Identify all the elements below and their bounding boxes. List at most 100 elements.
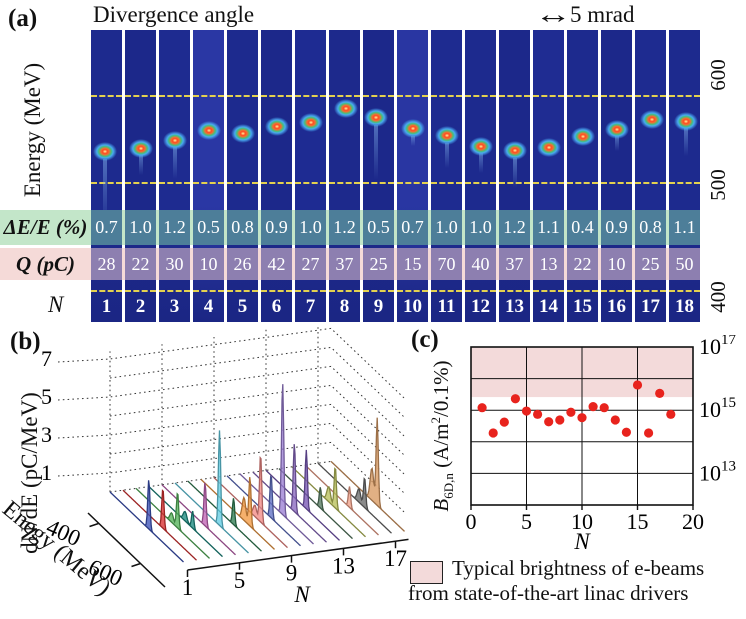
energy-dashed-line bbox=[601, 290, 632, 292]
energy-dashed-line bbox=[567, 290, 598, 292]
energy-dashed-line bbox=[601, 182, 632, 184]
energy-dashed-line bbox=[125, 182, 156, 184]
brightness-point bbox=[666, 409, 676, 419]
n-axis bbox=[187, 538, 409, 571]
energy-dashed-line bbox=[431, 290, 462, 292]
waterfall-grid-line bbox=[57, 365, 405, 437]
energy-dashed-line bbox=[363, 182, 394, 184]
charge-value: 10 bbox=[193, 248, 224, 280]
energy-dashed-line bbox=[363, 290, 394, 292]
waterfall-trace bbox=[109, 480, 184, 563]
panel-c-label: (c) bbox=[411, 326, 439, 353]
energy-spread-value: 1.1 bbox=[533, 210, 564, 245]
n-axis-title: N bbox=[293, 582, 311, 607]
charge-row: Q (pC) 28 22 30 10 26 42 27 37 25 15 70 40 37 13 22 10 2… bbox=[0, 248, 700, 280]
energy-dashed-line bbox=[465, 182, 496, 184]
brightness-point bbox=[644, 428, 654, 438]
beam-spot bbox=[92, 142, 117, 162]
energy-dashed-line bbox=[125, 95, 156, 97]
energy-tick-400: 400 bbox=[705, 281, 730, 313]
waterfall-trace bbox=[226, 475, 301, 547]
legend-text-line1: Typical brightness of e-beams bbox=[452, 556, 705, 580]
waterfall-trace bbox=[200, 477, 275, 550]
brightness-point bbox=[632, 380, 643, 390]
brightness-point bbox=[499, 417, 509, 427]
charge-value: 15 bbox=[397, 248, 428, 280]
x-tick-label: 5 bbox=[521, 509, 532, 534]
charge-row-label: Q (pC) bbox=[0, 248, 91, 280]
energy-dashed-line bbox=[193, 95, 224, 97]
shot-number: 2 bbox=[135, 296, 146, 317]
brightness-axis-label: B6D,n (A/m2/0.1%) bbox=[428, 360, 457, 512]
charge-value: 40 bbox=[465, 248, 496, 280]
shot-number: 7 bbox=[305, 296, 316, 317]
energy-dashed-line bbox=[431, 182, 462, 184]
energy-dashed-line bbox=[669, 95, 700, 97]
x-tick-label: 10 bbox=[571, 509, 593, 534]
scale-bar-label: 5 mrad bbox=[570, 2, 635, 27]
shot-number: 10 bbox=[403, 296, 422, 317]
energy-spread-value: 1.0 bbox=[125, 210, 156, 245]
energy-dashed-line bbox=[159, 95, 190, 97]
panel-a-label: (a) bbox=[8, 5, 38, 32]
energy-dashed-line bbox=[431, 95, 462, 97]
beam-spot bbox=[196, 120, 221, 140]
energy-dashed-line bbox=[567, 95, 598, 97]
energy-spread-value: 0.5 bbox=[193, 210, 224, 245]
brightness-point bbox=[655, 388, 665, 399]
brightness-point bbox=[510, 394, 520, 404]
energy-dashed-line bbox=[227, 95, 258, 97]
energy-dashed-line bbox=[669, 182, 700, 184]
brightness-point bbox=[621, 427, 631, 437]
energy-dashed-line bbox=[261, 95, 292, 97]
brightness-point bbox=[599, 403, 609, 413]
energy-dashed-line bbox=[635, 95, 666, 97]
energy-dashed-line bbox=[397, 95, 428, 97]
beam-tail bbox=[478, 153, 483, 174]
z-tick-label: 5 bbox=[41, 384, 52, 409]
brightness-point bbox=[566, 407, 576, 417]
shot-number-row-label: N bbox=[48, 292, 64, 317]
energy-dashed-line bbox=[533, 182, 564, 184]
charge-value: 27 bbox=[295, 248, 326, 280]
beam-spot bbox=[400, 119, 425, 139]
x-tick-label: 15 bbox=[627, 509, 649, 534]
energy-dashed-line bbox=[635, 290, 666, 292]
energy-dashed-line bbox=[635, 182, 666, 184]
shot-number: 16 bbox=[607, 296, 626, 317]
energy-dashed-line bbox=[363, 95, 394, 97]
x-axis-title: N bbox=[573, 529, 591, 551]
beam-spot bbox=[640, 110, 665, 130]
n-tick-label: 13 bbox=[332, 553, 355, 578]
waterfall-trace bbox=[122, 489, 197, 561]
energy-spread-value: 0.8 bbox=[227, 210, 258, 245]
beam-spot bbox=[536, 137, 561, 157]
waterfall-grid-line bbox=[109, 384, 405, 456]
energy-dashed-line bbox=[261, 290, 292, 292]
energy-dashed-line bbox=[601, 95, 632, 97]
beam-spot bbox=[162, 130, 187, 150]
n-tick-label: 17 bbox=[384, 546, 407, 571]
beam-spot bbox=[128, 138, 153, 158]
brightness-point bbox=[533, 409, 543, 419]
energy-spread-value: 0.5 bbox=[363, 210, 394, 245]
z-tick-label: 3 bbox=[41, 422, 52, 447]
energy-spread-row-label: ΔE/E (%) bbox=[0, 210, 91, 245]
shot-number: 14 bbox=[539, 296, 558, 317]
z-tick-label: 7 bbox=[41, 346, 52, 371]
waterfall-trace bbox=[161, 482, 236, 556]
legend-swatch bbox=[410, 561, 443, 584]
beam-tail bbox=[172, 147, 177, 180]
energy-dashed-line bbox=[499, 95, 530, 97]
energy-spread-value: 1.0 bbox=[465, 210, 496, 245]
charge-value: 13 bbox=[533, 248, 564, 280]
energy-dashed-line bbox=[193, 182, 224, 184]
energy-dashed-line bbox=[329, 290, 360, 292]
waterfall-trace bbox=[304, 464, 379, 536]
waterfall-trace bbox=[330, 417, 405, 532]
beam-spot bbox=[264, 117, 289, 137]
waterfall-trace bbox=[174, 430, 249, 554]
beam-spot bbox=[334, 98, 359, 118]
energy-dashed-line bbox=[227, 290, 258, 292]
charge-value: 37 bbox=[499, 248, 530, 280]
